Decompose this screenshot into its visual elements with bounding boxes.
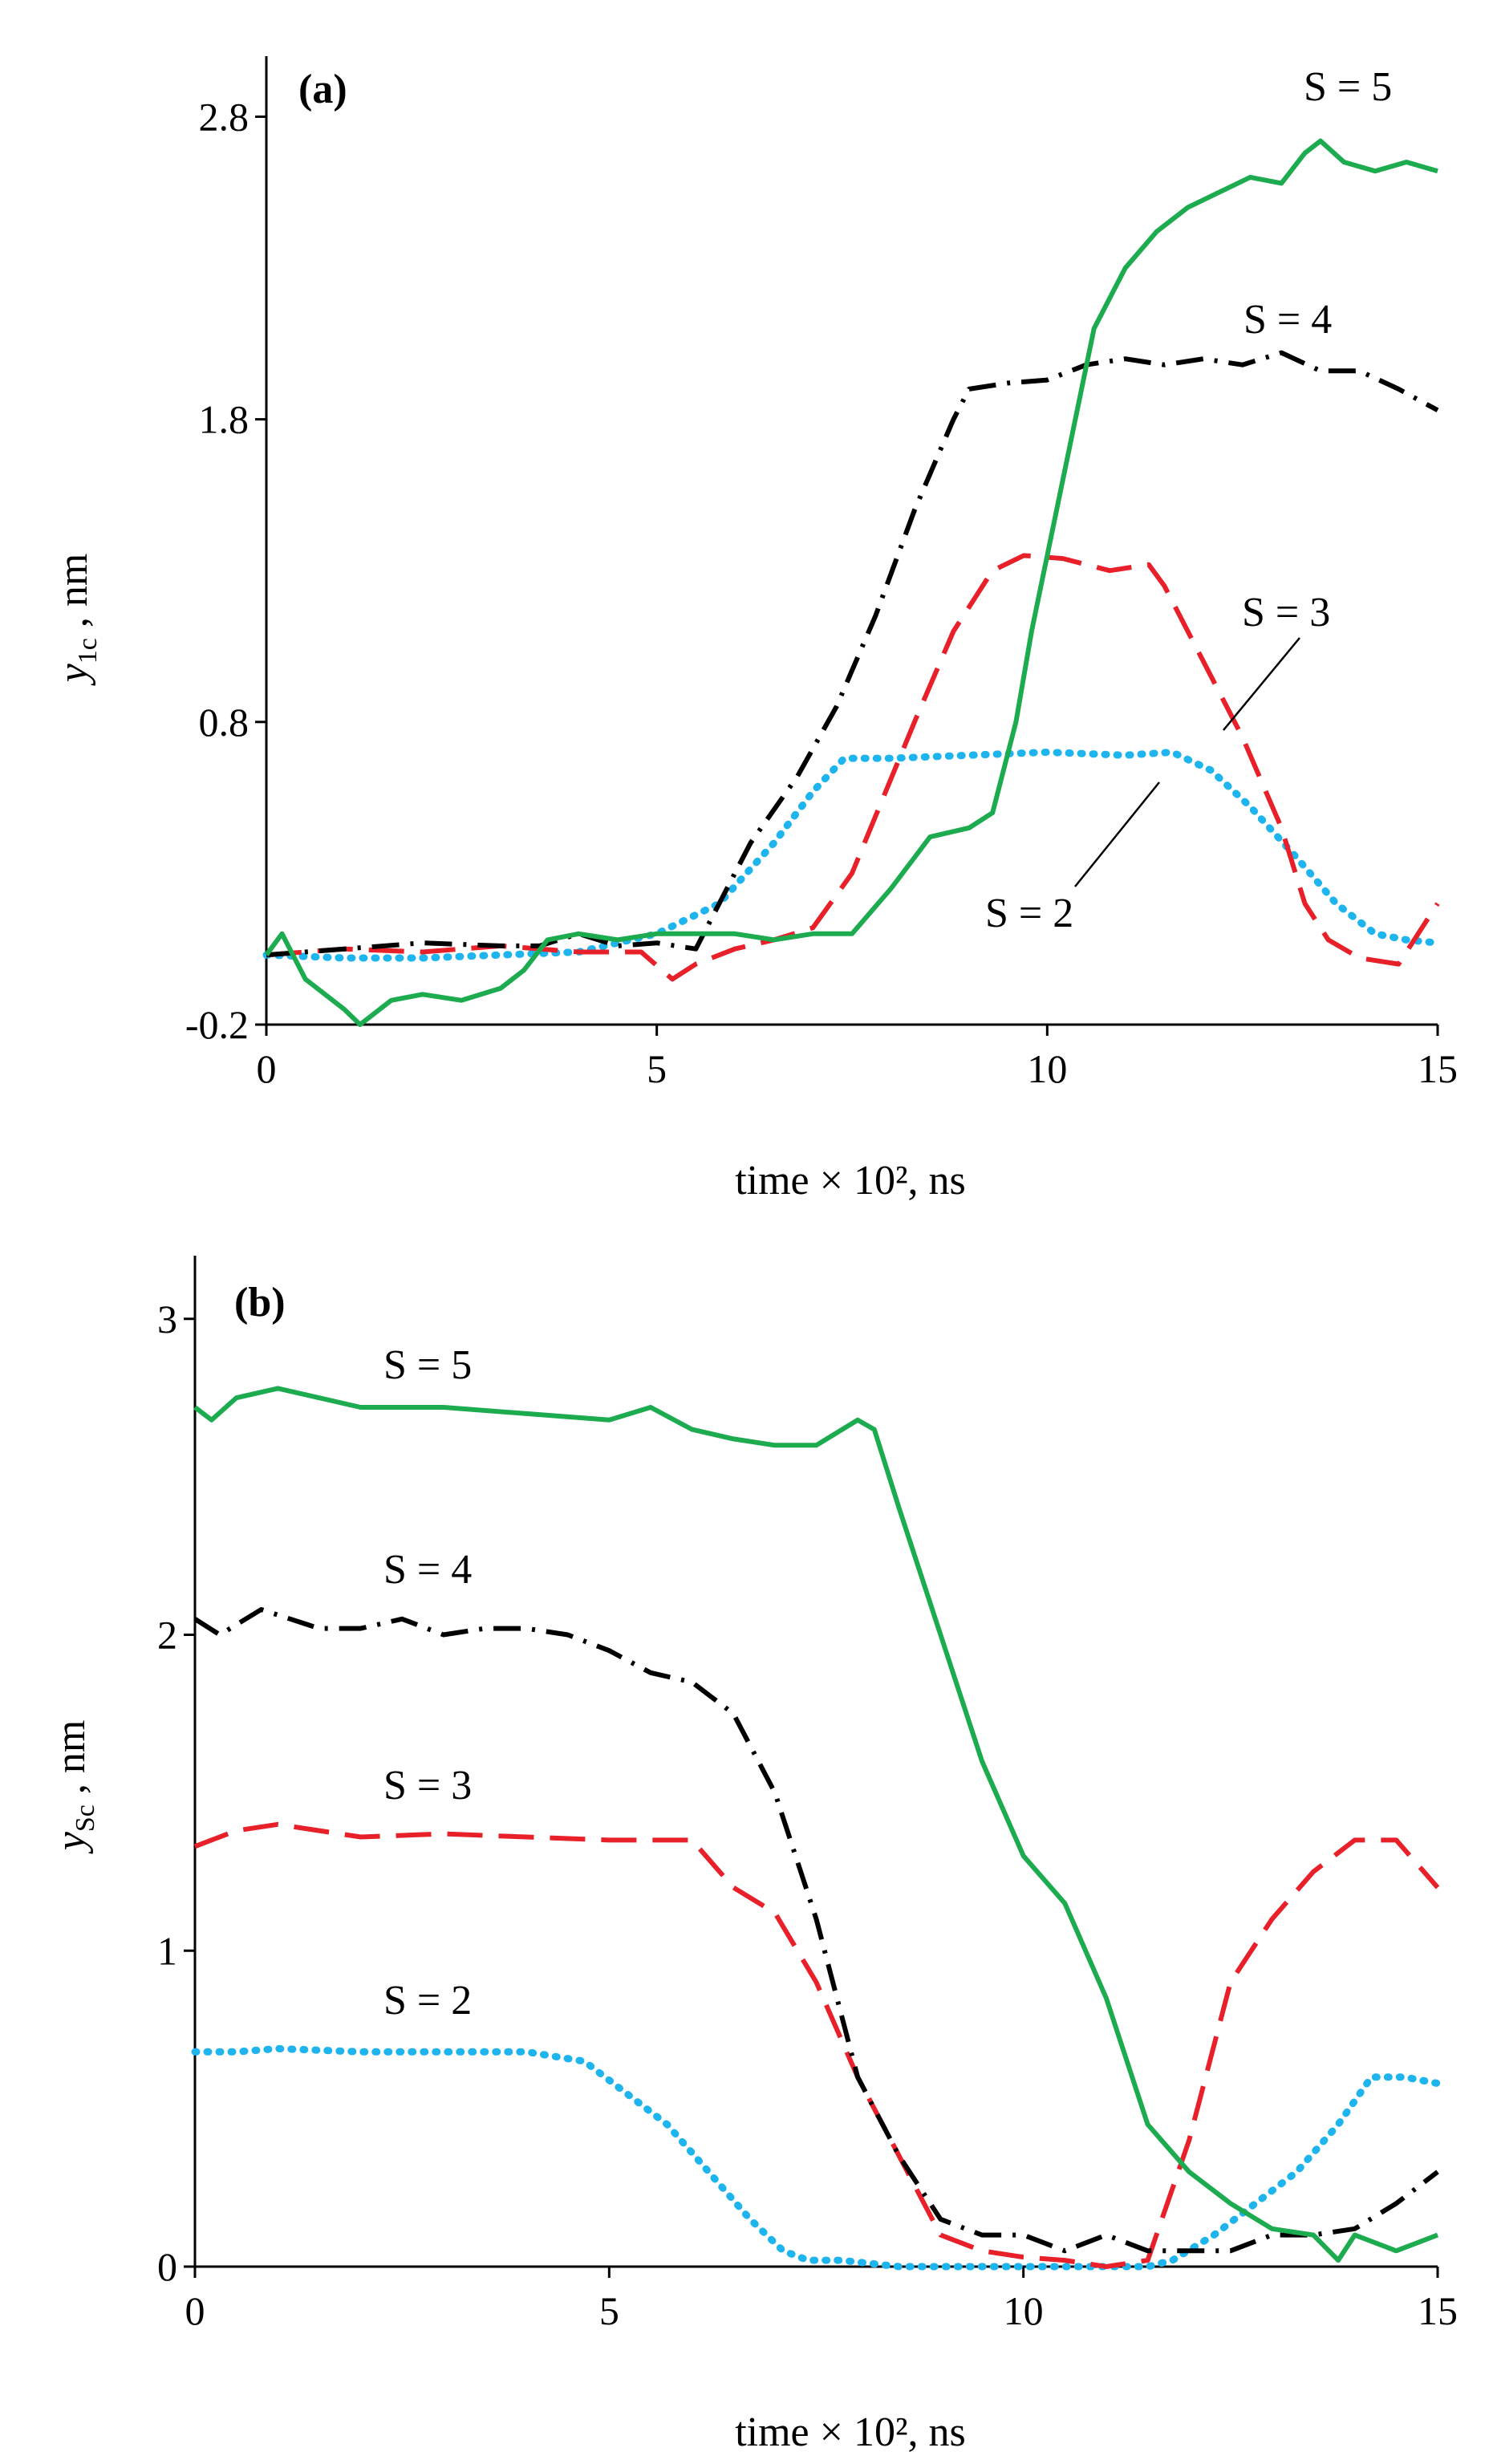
panel-b-label-s5: S = 5 [383, 1342, 472, 1388]
panel-b-series-group [191, 1386, 1442, 2271]
panel-b-ytick-label: 3 [157, 1297, 177, 1342]
panel-a-axes: -0.2 0.8 1.8 2.8 0 5 10 15 [185, 56, 1458, 1091]
panel-b-series-s5 [193, 1386, 1439, 2263]
panel-b-ytick-label: 0 [157, 2244, 177, 2289]
panel-b-ytick-label: 1 [157, 1928, 177, 1973]
panel-a-xtick-label: 0 [257, 1046, 277, 1091]
panel-a-series-s2 [262, 749, 1442, 962]
panel-a-xlabel: time × 10², ns [735, 1158, 966, 1204]
panel-a-ylabel: y1c , nm [51, 554, 103, 687]
panel-b-xtick-label: 0 [185, 2288, 205, 2333]
panel-b-series-s4 [193, 1607, 1439, 2254]
panel-b-series-s3 [193, 1821, 1440, 2269]
panel-a-xtick-label: 10 [1027, 1046, 1067, 1091]
panel-b-label-s3: S = 3 [383, 1763, 472, 1808]
panel-b-series-s2 [191, 2044, 1442, 2271]
panel-b-xtick-label: 15 [1418, 2288, 1458, 2333]
panel-a-series-s4 [266, 350, 1439, 958]
panel-a-leader-s3 [1223, 637, 1300, 731]
panel-a-label-s2: S = 2 [985, 891, 1073, 936]
panel-a-ytick-label: 1.8 [199, 397, 250, 442]
panel-b-label-s2: S = 2 [383, 1978, 472, 2024]
panel-b-xlabel: time × 10², ns [735, 2409, 966, 2455]
panel-b-ylabel-unit: , nm [48, 1720, 94, 1804]
panel-a-series-s3 [266, 553, 1440, 982]
panel-a-ylabel-sub: 1c [73, 638, 103, 664]
panel-a-xtick-label: 15 [1418, 1046, 1458, 1091]
panel-a-leader-s2 [1074, 781, 1160, 887]
panel-b-axes: 0 1 2 3 0 5 10 15 [157, 1256, 1458, 2333]
panel-a-label-s4: S = 4 [1243, 297, 1332, 343]
panel-a-ytick-label: -0.2 [185, 1002, 249, 1047]
panel-b-ytick-label: 2 [157, 1613, 177, 1658]
panel-b-label-s4: S = 4 [383, 1547, 472, 1593]
panel-a-series-s5 [264, 138, 1438, 1027]
panel-a-ylabel-unit: , nm [51, 554, 96, 638]
panel-b-ylabel-sub: Sc [71, 1804, 100, 1832]
panel-b-ylabel-main: y [48, 1831, 94, 1854]
panel-b-chart: 0 1 2 3 0 5 10 15 (b) ySc , nm time × 10², ns S… [48, 1256, 1458, 2455]
panel-b-tag: (b) [234, 1280, 286, 1325]
panel-a-ytick-label: 0.8 [199, 700, 250, 745]
panel-a-series-group [262, 138, 1442, 1027]
panel-b-xtick-label: 10 [1004, 2288, 1044, 2333]
panel-a-ylabel-main: y [51, 663, 96, 686]
panel-a-label-s5: S = 5 [1304, 64, 1392, 110]
panel-b-ylabel: ySc , nm [48, 1720, 100, 1855]
panel-a-xtick-label: 5 [647, 1046, 667, 1091]
panel-a-tag: (a) [298, 67, 347, 112]
panel-a-ytick-label: 2.8 [199, 94, 250, 139]
panel-a-chart: -0.2 0.8 1.8 2.8 0 5 10 15 (a) y1c , nm time × … [51, 56, 1458, 1204]
panel-a-label-s3: S = 3 [1242, 590, 1330, 635]
panel-b-xtick-label: 5 [599, 2288, 619, 2333]
